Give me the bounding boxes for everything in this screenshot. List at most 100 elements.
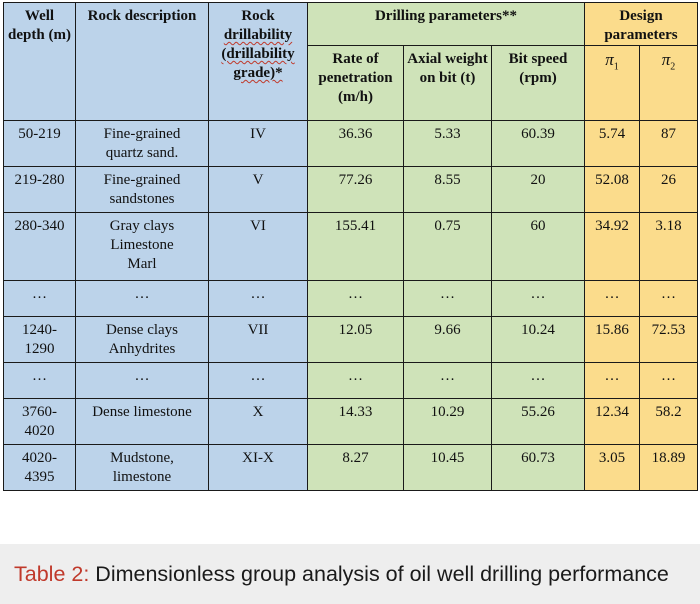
cell-pi2-value: 72.53 [651, 322, 686, 338]
cell-rate-of-penetration: 8.27 [307, 444, 404, 491]
cell-rate-of-penetration: 155.41 [307, 212, 404, 281]
cell-axial-weight: 8.55 [403, 166, 492, 213]
cell-rate-of-penetration: 12.05 [307, 316, 404, 363]
cell-drillability-grade-value: … [250, 368, 266, 384]
cell-axial-weight: 0.75 [403, 212, 492, 281]
cell-pi1-value: 5.74 [598, 126, 626, 142]
cell-rate-of-penetration-value: … [348, 286, 363, 302]
cell-pi2: 3.18 [638, 212, 699, 281]
cell-rock-description: Fine-grained quartz sand. [75, 120, 209, 167]
cell-axial-weight: … [403, 362, 492, 399]
cell-well-depth-line: 4020 [24, 423, 55, 439]
cell-pi2: … [638, 280, 699, 317]
cell-pi1: 52.08 [584, 166, 640, 213]
cell-rock-description-line: Mudstone, [110, 450, 174, 466]
cell-bit-speed-value: … [530, 286, 546, 302]
cell-drillability-grade: … [208, 362, 308, 399]
cell-pi2: 26 [638, 166, 699, 213]
cell-axial-weight-value: 9.66 [434, 322, 461, 338]
cell-bit-speed: 60.73 [491, 444, 585, 491]
cell-rock-description-line: Dense clays [105, 322, 179, 338]
caption-label: Table 2: [14, 562, 90, 586]
cell-drillability-grade: VII [208, 316, 308, 363]
cell-drillability-grade: XI-X [208, 444, 308, 491]
header-well-depth: Well depth (m) [3, 2, 76, 121]
table-row: 3760- 4020 Dense limestone X 14.33 10.29 55.26… [3, 398, 699, 445]
cell-rate-of-penetration: 77.26 [307, 166, 404, 213]
cell-pi2-value: 3.18 [655, 218, 682, 234]
cell-pi1: 34.92 [584, 212, 640, 281]
cell-well-depth: 1240- 1290 [3, 316, 76, 363]
cell-pi2: 87 [638, 120, 699, 167]
cell-axial-weight: 10.29 [403, 398, 492, 445]
cell-drillability-grade-value: VI [250, 218, 266, 234]
cell-axial-weight-value: 5.33 [434, 126, 461, 142]
cell-well-depth-value: 219-280 [14, 172, 65, 188]
cell-axial-weight: 9.66 [403, 316, 492, 363]
cell-pi2-value: 26 [661, 172, 676, 188]
cell-bit-speed-value: 55.26 [521, 404, 555, 420]
cell-bit-speed: 10.24 [491, 316, 585, 363]
cell-axial-weight: … [403, 280, 492, 317]
cell-rock-description-line: Dense limestone [92, 404, 192, 420]
cell-pi2-value: … [661, 286, 676, 302]
cell-drillability-grade-value: V [252, 172, 264, 188]
header-bit-speed: Bit speed (rpm) [491, 45, 585, 121]
cell-axial-weight: 5.33 [403, 120, 492, 167]
cell-rock-description-line: Limestone [110, 237, 174, 253]
cell-bit-speed-value: 60 [530, 218, 546, 234]
drilling-table: Well depth (m) Rock description Rock dri… [3, 2, 699, 491]
cell-bit-speed-value: 60.39 [521, 126, 555, 142]
cell-bit-speed: 60.39 [491, 120, 585, 167]
cell-rate-of-penetration-value: 12.05 [338, 322, 373, 338]
cell-drillability-grade: V [208, 166, 308, 213]
cell-drillability-grade-value: XI-X [242, 450, 274, 466]
cell-drillability-grade: X [208, 398, 308, 445]
table-row: 1240- 1290 Dense clays Anhydrites VII 12.05 9.… [3, 316, 699, 363]
cell-well-depth: 4020- 4395 [3, 444, 76, 491]
cell-well-depth: 3760- 4020 [3, 398, 76, 445]
table-row: 50-219 Fine-grained quartz sand. IV 36.36 5.3… [3, 120, 699, 167]
caption-text: Dimensionless group analysis of oil well… [89, 562, 669, 586]
cell-axial-weight-value: … [440, 368, 455, 384]
cell-axial-weight-value: 10.45 [430, 450, 465, 466]
cell-rock-description-line: … [134, 368, 150, 384]
table-row: …………………… [3, 362, 699, 399]
cell-pi2: … [638, 362, 699, 399]
cell-rate-of-penetration-value: 8.27 [342, 450, 369, 466]
cell-pi2: 18.89 [638, 444, 699, 491]
table-row: 4020- 4395 Mudstone, limestone XI-X 8.27 10.45… [3, 444, 699, 491]
cell-pi1: … [584, 362, 640, 399]
cell-rock-description: Gray clays Limestone Marl [75, 212, 209, 281]
header-design-parameters: Design parameters [583, 2, 699, 46]
cell-pi1: 5.74 [584, 120, 640, 167]
cell-pi1: 15.86 [584, 316, 640, 363]
cell-well-depth-line: 3760- [22, 404, 57, 420]
cell-pi1-value: 3.05 [598, 450, 626, 466]
cell-rock-description: Dense clays Anhydrites [75, 316, 209, 363]
cell-bit-speed-value: 60.73 [521, 450, 555, 466]
cell-drillability-grade-value: X [252, 404, 264, 420]
cell-rock-description-line: Fine-grained [103, 172, 181, 188]
cell-pi1-value: 34.92 [595, 218, 629, 234]
cell-pi1-value: 15.86 [595, 322, 629, 338]
cell-rate-of-penetration: … [307, 280, 404, 317]
cell-axial-weight-value: 8.55 [434, 172, 461, 188]
cell-well-depth-value: … [32, 368, 47, 384]
cell-rate-of-penetration: … [307, 362, 404, 399]
cell-rock-description-line: quartz sand. [105, 145, 179, 161]
cell-axial-weight-value: … [440, 286, 455, 302]
cell-well-depth-value: 50-219 [18, 126, 61, 142]
cell-rate-of-penetration-value: 77.26 [338, 172, 373, 188]
cell-pi2: 72.53 [638, 316, 699, 363]
cell-drillability-grade-value: IV [250, 126, 266, 142]
cell-pi1-value: 12.34 [595, 404, 629, 420]
cell-pi1-value: 52.08 [595, 172, 629, 188]
cell-drillability-grade: … [208, 280, 308, 317]
cell-rock-description: Mudstone, limestone [75, 444, 209, 491]
cell-drillability-grade-value: … [250, 286, 266, 302]
cell-pi1-value: … [604, 286, 620, 302]
cell-pi2-value: … [661, 368, 676, 384]
cell-well-depth-line: 1290 [24, 341, 55, 357]
